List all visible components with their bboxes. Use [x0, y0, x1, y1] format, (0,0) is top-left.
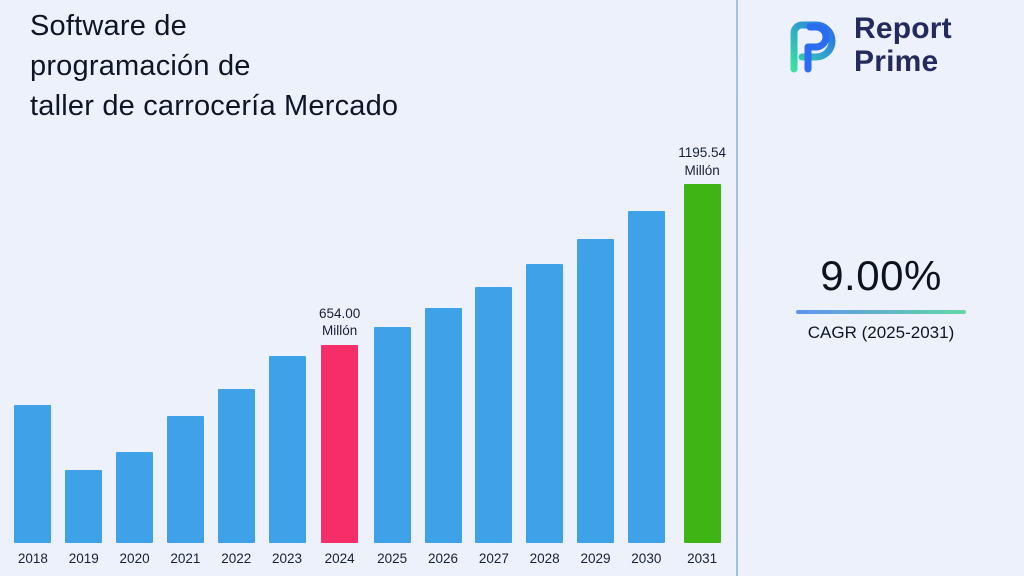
x-axis-label-2025: 2025 — [377, 551, 408, 566]
bar-column-2024: 654.00 Millón 2024 — [319, 144, 360, 568]
bar-column-2021: 2021 — [166, 144, 204, 568]
bar-column-2026: 2026 — [424, 144, 462, 568]
brand-name-line1: Report — [854, 12, 952, 45]
bar-2019 — [65, 470, 103, 543]
bar-value-label-2031: 1195.54 Millón — [678, 145, 727, 178]
bar-column-2019: 2019 — [65, 144, 103, 568]
bar-2025 — [373, 327, 411, 543]
bar-column-2031: 1195.54 Millón 2031 — [678, 144, 726, 568]
x-axis-label-2019: 2019 — [68, 551, 99, 566]
bar-column-2030: 2030 — [627, 144, 665, 568]
brand-logo: Report Prime — [780, 12, 952, 78]
bar-2022 — [217, 389, 255, 543]
bar-2024 — [321, 345, 359, 543]
bar-2030 — [627, 211, 665, 543]
bar-column-2029: 2029 — [576, 144, 615, 568]
bar-2031 — [683, 184, 721, 544]
bar-column-2022: 2022 — [217, 144, 255, 568]
brand-name: Report Prime — [854, 12, 952, 78]
x-axis-label-2023: 2023 — [272, 551, 303, 566]
cagr-underline — [796, 310, 966, 314]
x-axis-label-2026: 2026 — [427, 551, 459, 566]
bar-column-2027: 2027 — [475, 144, 513, 568]
bar-column-2018: 2018 — [14, 144, 52, 568]
cagr-value: 9.00% — [820, 252, 942, 299]
x-axis-label-2031: 2031 — [687, 551, 718, 567]
x-axis-label-2029: 2029 — [580, 551, 611, 566]
page-title: Software de programación de taller de ca… — [30, 10, 399, 123]
bar-2028 — [526, 264, 564, 543]
vertical-divider — [736, 0, 738, 576]
report-prime-logo-icon — [790, 21, 836, 73]
x-axis-label-2021: 2021 — [170, 551, 201, 566]
bar-value-label-2024: 654.00 Millón — [318, 305, 361, 339]
brand-name-line2: Prime — [854, 45, 939, 78]
bar-column-2028: 2028 — [526, 144, 564, 568]
bar-2026 — [424, 308, 462, 543]
cagr-label: CAGR (2025-2031) — [807, 323, 955, 342]
bar-2023 — [268, 356, 306, 543]
x-axis-label-2022: 2022 — [221, 551, 252, 566]
bar-column-2025: 2025 — [373, 144, 411, 568]
x-axis-label-2030: 2030 — [631, 551, 662, 566]
bar-2020 — [116, 452, 154, 543]
x-axis-label-2024: 2024 — [324, 551, 355, 566]
bar-2021 — [166, 416, 204, 543]
x-axis-label-2018: 2018 — [17, 551, 48, 566]
cagr-panel: 9.00% CAGR (2025-2031) — [738, 252, 1024, 343]
x-axis-label-2020: 2020 — [119, 551, 150, 566]
bar-2018 — [14, 405, 52, 543]
bar-chart: 2018 2019 2020 2021 2022 2023 654.00 Millón 202… — [14, 144, 726, 568]
bar-column-2023: 2023 — [268, 144, 306, 568]
x-axis-label-2028: 2028 — [529, 551, 560, 566]
bar-column-2020: 2020 — [116, 144, 154, 568]
x-axis-label-2027: 2027 — [478, 551, 509, 566]
bar-2029 — [576, 239, 614, 543]
bar-2027 — [475, 287, 513, 543]
